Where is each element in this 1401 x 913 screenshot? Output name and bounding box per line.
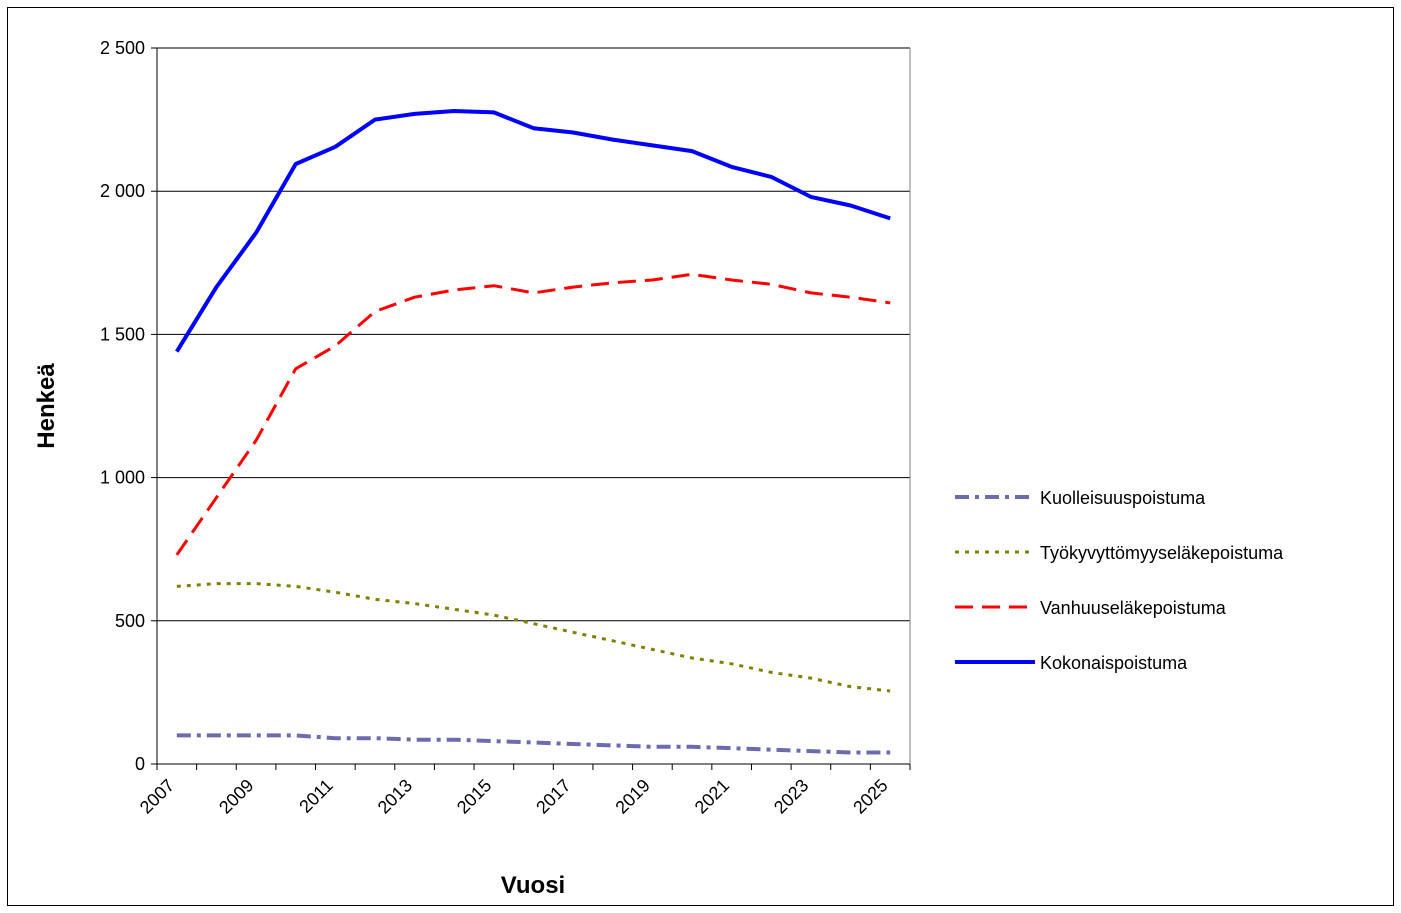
legend-label: Työkyvyttömyyseläkepoistuma bbox=[1040, 543, 1284, 563]
series-line-kokonaispoistuma bbox=[175, 109, 891, 353]
x-tick-label: 2017 bbox=[532, 775, 574, 817]
legend: Kuolleisuuspoistuma Työkyvyttömyyseläkepo… bbox=[955, 488, 1284, 673]
axes bbox=[156, 48, 911, 765]
x-tick-label: 2009 bbox=[215, 775, 257, 817]
x-tick-label: 2021 bbox=[691, 775, 733, 817]
y-tick-label: 2 000 bbox=[100, 181, 145, 201]
legend-label: Kokonaispoistuma bbox=[1040, 653, 1188, 673]
legend-label: Kuolleisuuspoistuma bbox=[1040, 488, 1206, 508]
x-tick-label: 2007 bbox=[136, 775, 178, 817]
x-tick-label: 2019 bbox=[611, 775, 653, 817]
y-tick-label: 1 500 bbox=[100, 324, 145, 344]
x-tick-label: 2015 bbox=[453, 775, 495, 817]
series-line-työkyvyttömyyseläkepoistuma bbox=[176, 582, 891, 693]
series-line-vanhuuseläkepoistuma bbox=[175, 272, 891, 556]
x-axis-ticks: 2007 2009 2011 2013 2015 2017 2019 2021 2023 2025 bbox=[136, 764, 911, 818]
gridlines bbox=[157, 47, 910, 622]
y-tick-label: 2 500 bbox=[100, 38, 145, 58]
y-tick-label: 500 bbox=[115, 611, 145, 631]
y-axis-title: Henkeä bbox=[33, 363, 60, 449]
x-tick-label: 2023 bbox=[770, 775, 812, 817]
x-tick-label: 2011 bbox=[295, 775, 337, 817]
y-tick-label: 1 000 bbox=[100, 468, 145, 488]
series-line-kuolleisuuspoistuma bbox=[176, 733, 891, 755]
series-lines bbox=[175, 109, 891, 755]
y-tick-label: 0 bbox=[135, 754, 145, 774]
chart-frame bbox=[7, 7, 1394, 906]
x-axis-title: Vuosi bbox=[501, 872, 565, 899]
x-tick-label: 2025 bbox=[849, 775, 891, 817]
y-axis-ticks: 0 500 1 000 1 500 2 000 2 500 bbox=[100, 38, 157, 774]
x-tick-label: 2013 bbox=[374, 775, 416, 817]
legend-label: Vanhuuseläkepoistuma bbox=[1040, 598, 1227, 618]
